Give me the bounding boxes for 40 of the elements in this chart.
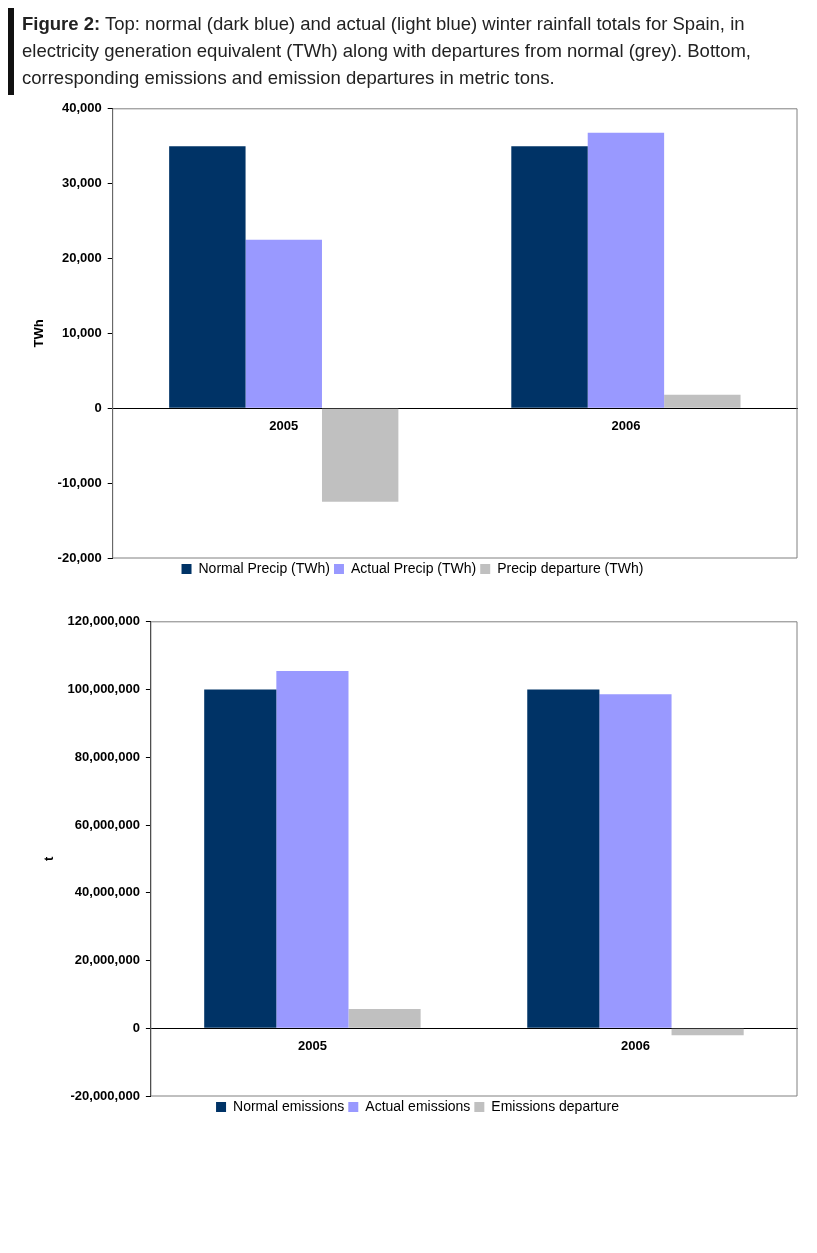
x-tick-label: 2006	[611, 417, 641, 433]
y-tick-label: 120,000,000	[67, 613, 140, 629]
bar	[671, 1028, 744, 1036]
legend-label: Actual Precip (TWh)	[350, 559, 477, 576]
y-tick-label: 30,000	[61, 175, 102, 191]
legend-label: Normal emissions	[233, 1097, 345, 1114]
y-tick-label: 0	[94, 399, 102, 415]
y-axis-title: t	[41, 856, 57, 862]
y-tick-label: 0	[132, 1019, 140, 1035]
y-tick-label: 20,000	[61, 250, 102, 266]
y-tick-label: -20,000	[57, 549, 102, 565]
bar	[587, 132, 665, 408]
bar	[169, 146, 246, 408]
bar	[664, 394, 741, 408]
legend-label: Actual emissions	[365, 1097, 471, 1114]
y-tick-label: 60,000,000	[74, 816, 140, 832]
chart-title: Figure 2: Top: normal (dark blue) and actual (light blue) winter rainfall totals for Spain, in electricity generation equivalent (TWh) along with departures from normal (grey). Bottom, corresponding emissions and emission departures in metric tons.	[22, 13, 751, 88]
bar	[321, 408, 399, 502]
y-tick-label: 10,000	[61, 324, 102, 340]
bar	[348, 1008, 421, 1028]
legend-label: Emissions departure	[491, 1097, 620, 1114]
bar	[527, 689, 600, 1028]
bar	[204, 689, 277, 1028]
y-tick-label: -20,000,000	[70, 1087, 140, 1103]
y-tick-label: 40,000,000	[74, 884, 140, 900]
bar	[245, 239, 322, 408]
y-axis-title: TWh	[31, 319, 47, 348]
bar	[599, 694, 672, 1028]
y-tick-label: -10,000	[57, 474, 102, 490]
y-tick-label: 40,000	[61, 100, 102, 116]
x-tick-label: 2005	[269, 417, 299, 433]
y-tick-label: 20,000,000	[74, 952, 140, 968]
legend-label: Precip departure (TWh)	[497, 559, 644, 576]
legend-label: Normal Precip (TWh)	[198, 559, 330, 576]
x-tick-label: 2005	[297, 1037, 327, 1053]
bar	[276, 670, 349, 1028]
bar	[511, 146, 588, 408]
y-tick-label: 80,000,000	[74, 748, 140, 764]
x-tick-label: 2006	[621, 1037, 650, 1053]
y-tick-label: 100,000,000	[67, 681, 140, 697]
